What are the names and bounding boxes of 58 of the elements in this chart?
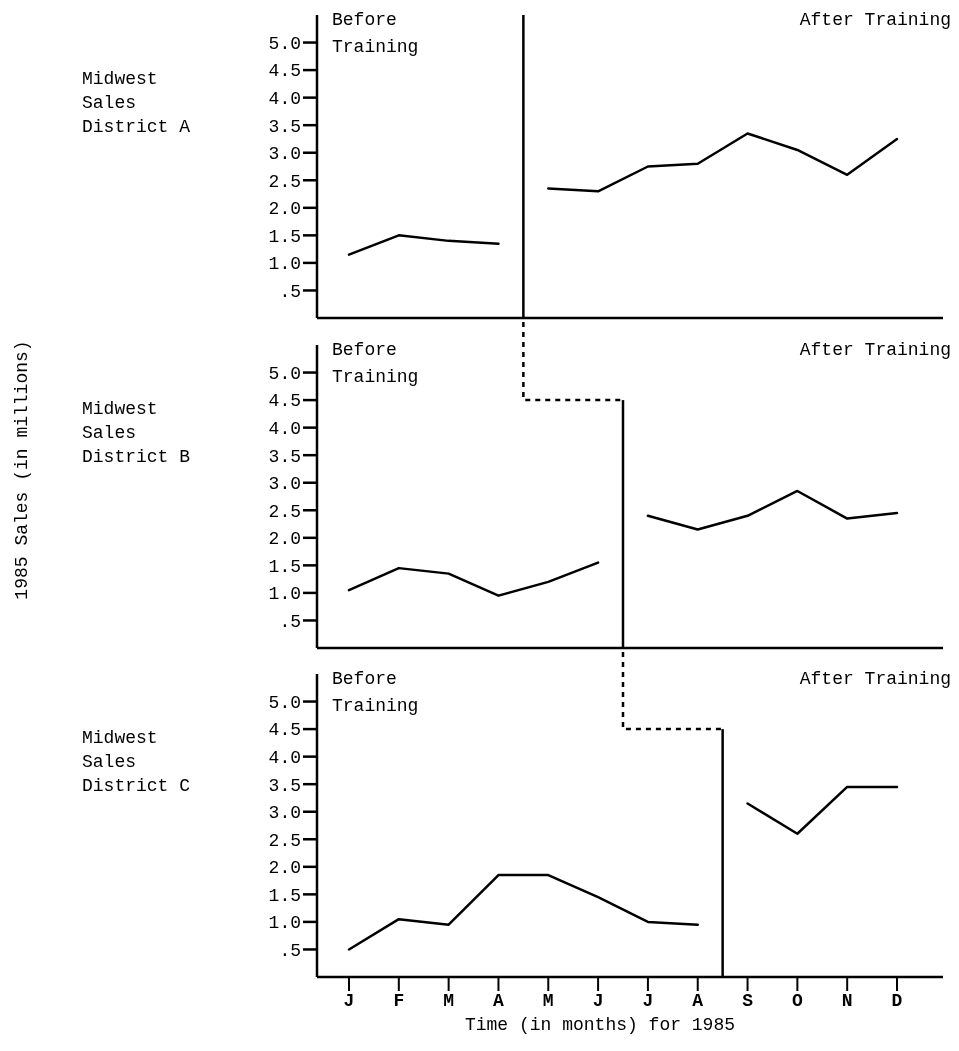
x-tick-label: O (791, 990, 803, 1011)
y-tick-label: 4.0 (268, 748, 301, 769)
annotation: After Training (799, 668, 951, 691)
y-tick-label: 1.0 (268, 254, 301, 275)
annotation: After Training (799, 339, 951, 362)
x-tick-label: N (841, 990, 853, 1011)
x-axis-title: Time (in months) for 1985 (463, 1015, 736, 1035)
y-tick-label: 2.5 (268, 501, 301, 522)
annotation: Before Training (332, 668, 420, 718)
annotation: After Training (799, 9, 951, 32)
line-series (646, 489, 899, 531)
y-tick-label: 4.0 (268, 89, 301, 110)
y-tick-label: 3.5 (268, 446, 301, 467)
y-tick-label: .5 (279, 940, 301, 961)
y-tick-label: 5.0 (268, 33, 301, 54)
y-tick-label: 3.5 (268, 116, 301, 137)
text: Midwest Sales District A (82, 68, 192, 139)
text: Midwest Sales District B (82, 398, 192, 469)
y-tick-label: 2.0 (268, 529, 301, 550)
y-tick-label: 3.0 (268, 474, 301, 495)
y-tick-label: 1.5 (268, 556, 301, 577)
y-tick-label: 3.0 (268, 803, 301, 824)
line-series (547, 132, 899, 193)
y-tick-label: 4.0 (268, 419, 301, 440)
x-tick-label: A (692, 990, 704, 1011)
x-tick-label: M (443, 990, 455, 1011)
y-tick-label: 2.5 (268, 830, 301, 851)
y-tick-label: .5 (279, 281, 301, 302)
y-tick-label: 3.5 (268, 775, 301, 796)
x-tick-label: S (742, 990, 754, 1011)
line-series (347, 873, 699, 951)
y-tick-label: 4.5 (268, 391, 301, 412)
y-tick-label: 2.0 (268, 199, 301, 220)
x-tick-label: J (592, 990, 604, 1011)
y-tick-label: 2.5 (268, 171, 301, 192)
y-tick-label: 3.0 (268, 144, 301, 165)
y-tick-label: 1.0 (268, 584, 301, 605)
y-tick-label: 5.0 (268, 692, 301, 713)
x-tick-label: M (542, 990, 554, 1011)
y-tick-label: 4.5 (268, 720, 301, 741)
y-tick-label: .5 (279, 611, 301, 632)
y-axis-title: 1985 Sales (in millions) (12, 340, 32, 600)
annotation: Before Training (332, 9, 420, 59)
x-tick-label: F (393, 990, 405, 1011)
x-tick-label: J (642, 990, 654, 1011)
text: Midwest Sales District C (82, 727, 192, 798)
line-series (347, 561, 600, 597)
x-tick-label: D (891, 990, 903, 1011)
x-tick-label: J (343, 990, 355, 1011)
line-series (347, 234, 500, 256)
y-tick-label: 4.5 (268, 61, 301, 82)
y-tick-label: 2.0 (268, 858, 301, 879)
y-tick-label: 5.0 (268, 363, 301, 384)
y-tick-label: 1.5 (268, 226, 301, 247)
y-tick-label: 1.0 (268, 913, 301, 934)
annotation: Before Training (332, 339, 420, 389)
x-tick-label: A (493, 990, 505, 1011)
y-tick-label: 1.5 (268, 885, 301, 906)
